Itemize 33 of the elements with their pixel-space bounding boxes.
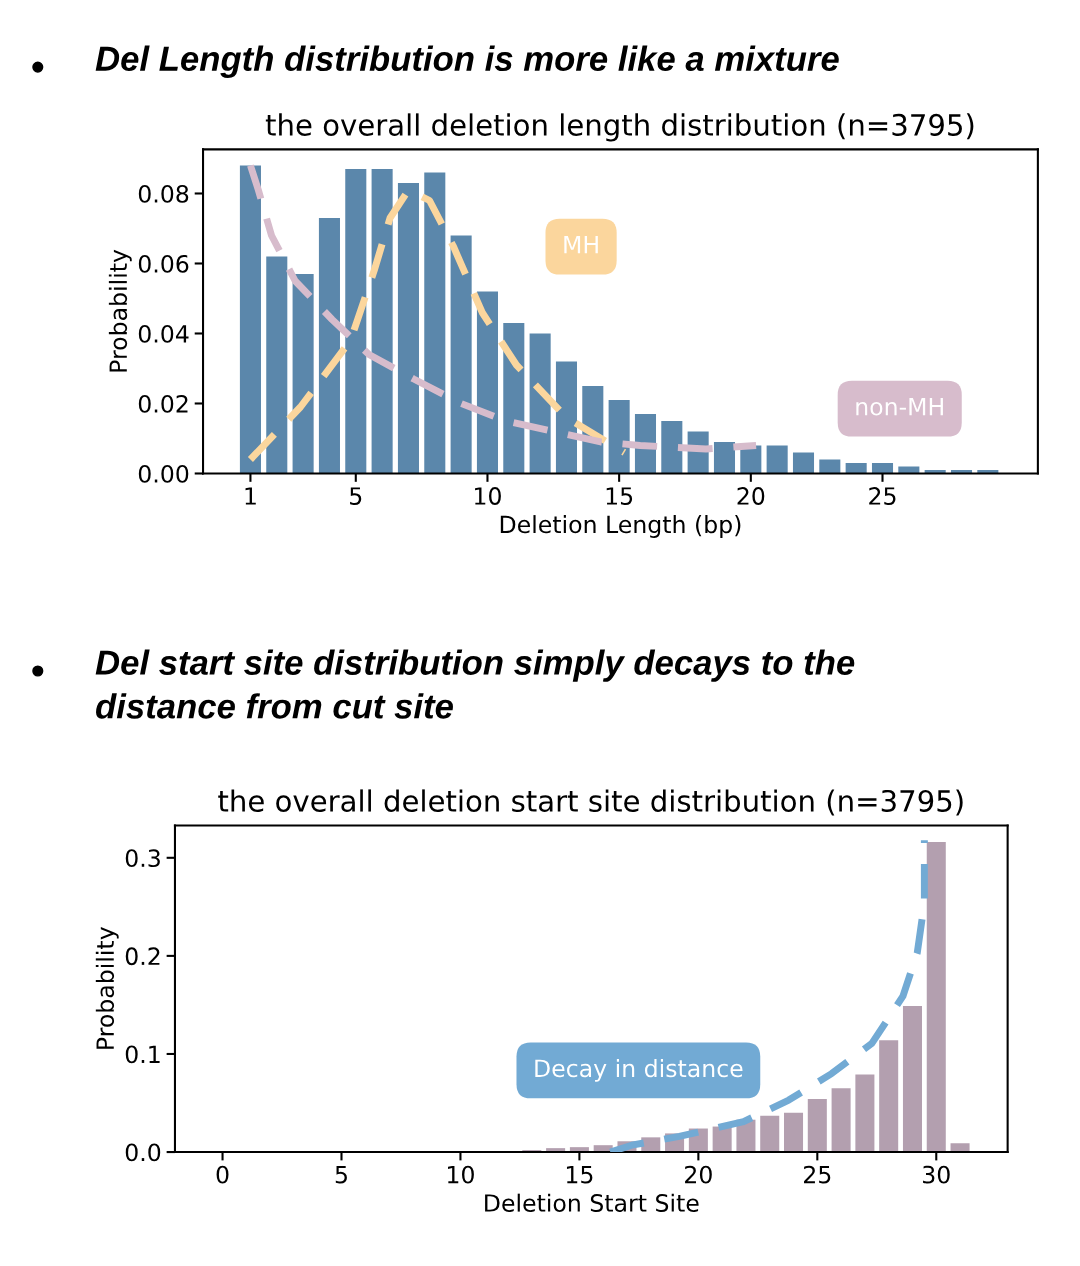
- x-tick-label: 5: [350, 487, 362, 505]
- chart-title: the overall deletion length distribution (n=3795): [265, 113, 974, 142]
- y-tick-label: 0.1: [125, 1045, 160, 1064]
- y-tick-label: 0.02: [138, 394, 188, 413]
- series-label: Decay in distance: [535, 1058, 743, 1082]
- x-tick-label: 30: [923, 1165, 950, 1184]
- y-tick-label: 0.0: [125, 1143, 161, 1162]
- text: non-MH: [856, 397, 943, 416]
- y-tick-label: 0.00: [138, 464, 189, 483]
- x-tick-label: 25: [804, 1165, 831, 1184]
- x-tick-label: 25: [869, 487, 896, 505]
- x-tick-label: 15: [606, 487, 633, 505]
- y-tick-label: 0.2: [125, 947, 160, 966]
- x-tick-label: 10: [475, 487, 501, 505]
- y-axis-title: Probability: [108, 249, 132, 372]
- y-tick-label: 0.04: [138, 324, 189, 343]
- x-tick-label: 20: [685, 1165, 712, 1184]
- y-tick-label: 0.08: [138, 184, 189, 203]
- text: Del Length distribution is more like a mixture: [95, 45, 839, 78]
- x-tick-label: 10: [448, 1165, 474, 1184]
- text: MH: [564, 235, 598, 254]
- chart-title: the overall deletion start site distribution (n=3795): [218, 789, 963, 816]
- x-tick-label: 15: [566, 1165, 593, 1184]
- y-tick-label: 0.06: [138, 254, 189, 273]
- x-tick-label: 20: [737, 487, 765, 505]
- x-axis-title: Deletion Start Site: [485, 1193, 699, 1212]
- y-tick-label: 0.3: [125, 849, 160, 868]
- x-tick-label: 1: [245, 487, 256, 505]
- y-axis-title: Probability: [95, 927, 119, 1049]
- text: Del start site distribution simply decays to the distance from cut site: [95, 649, 855, 719]
- x-tick-label: 0: [216, 1165, 229, 1184]
- x-axis-title: Deletion Length (bp): [500, 515, 741, 538]
- x-tick-label: 5: [335, 1165, 347, 1184]
